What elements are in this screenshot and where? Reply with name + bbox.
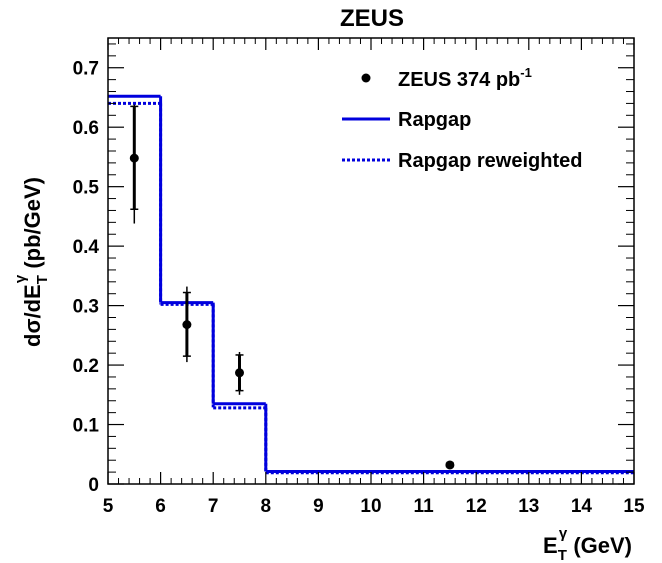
legend-data-label-main: ZEUS 374 pb — [398, 69, 520, 91]
plot-area — [108, 94, 634, 475]
legend-data-label-sup: -1 — [520, 65, 532, 80]
data-point — [235, 368, 244, 378]
y-tick-label: 0.5 — [73, 178, 100, 199]
x-tick-label: 12 — [466, 496, 487, 517]
y-tick-label: 0.7 — [73, 59, 99, 80]
x-tick-label: 9 — [313, 496, 324, 517]
x-tick-label: 5 — [103, 496, 114, 517]
y-axis-label: dσ/dETγ (pb/GeV) — [12, 177, 51, 347]
chart-title: ZEUS — [340, 5, 404, 32]
x-tick-label: 6 — [155, 496, 166, 517]
y-tick-label: 0.3 — [73, 297, 99, 318]
x-tick-label: 8 — [261, 496, 272, 517]
y-axis-label-main: dσ/dE — [20, 284, 45, 347]
x-tick-label: 13 — [518, 496, 539, 517]
y-tick-label: 0.4 — [73, 237, 100, 258]
x-tick-label: 15 — [623, 496, 645, 517]
x-axis: 5 6 7 8 9 10 11 12 13 14 15 — [103, 38, 645, 517]
data-point — [129, 153, 139, 163]
x-axis-label-sup: γ — [559, 525, 568, 542]
x-tick-label: 7 — [208, 496, 219, 517]
legend: ZEUS 374 pb-1 Rapgap Rapgap reweighted — [342, 65, 582, 172]
x-tick-label: 11 — [414, 496, 435, 517]
data-point — [445, 460, 455, 470]
y-axis-label-sub: T — [34, 275, 51, 284]
legend-data-marker — [361, 73, 371, 83]
x-axis-label-unit: (GeV) — [567, 533, 632, 558]
y-axis-label-unit: (pb/GeV) — [20, 177, 45, 275]
x-axis-label: ETγ (GeV) — [543, 525, 632, 563]
x-tick-label: 10 — [360, 496, 381, 517]
data-point — [182, 320, 192, 330]
y-axis-label-sup: γ — [12, 274, 29, 283]
y-tick-label: 0.6 — [73, 118, 99, 139]
legend-reweighted-label: Rapgap reweighted — [398, 150, 582, 172]
legend-data-label: ZEUS 374 pb-1 — [398, 65, 532, 91]
x-axis-label-sub: T — [558, 547, 567, 563]
y-tick-label: 0.1 — [73, 416, 100, 437]
y-tick-label: 0 — [88, 475, 99, 496]
y-axis: 0 0.1 0.2 0.3 0.4 0.5 0.6 0.7 — [73, 43, 634, 496]
x-axis-label-main: E — [543, 533, 558, 558]
x-tick-label: 14 — [571, 496, 593, 517]
y-tick-label: 0.2 — [73, 356, 99, 377]
legend-rapgap-label: Rapgap — [398, 109, 471, 131]
